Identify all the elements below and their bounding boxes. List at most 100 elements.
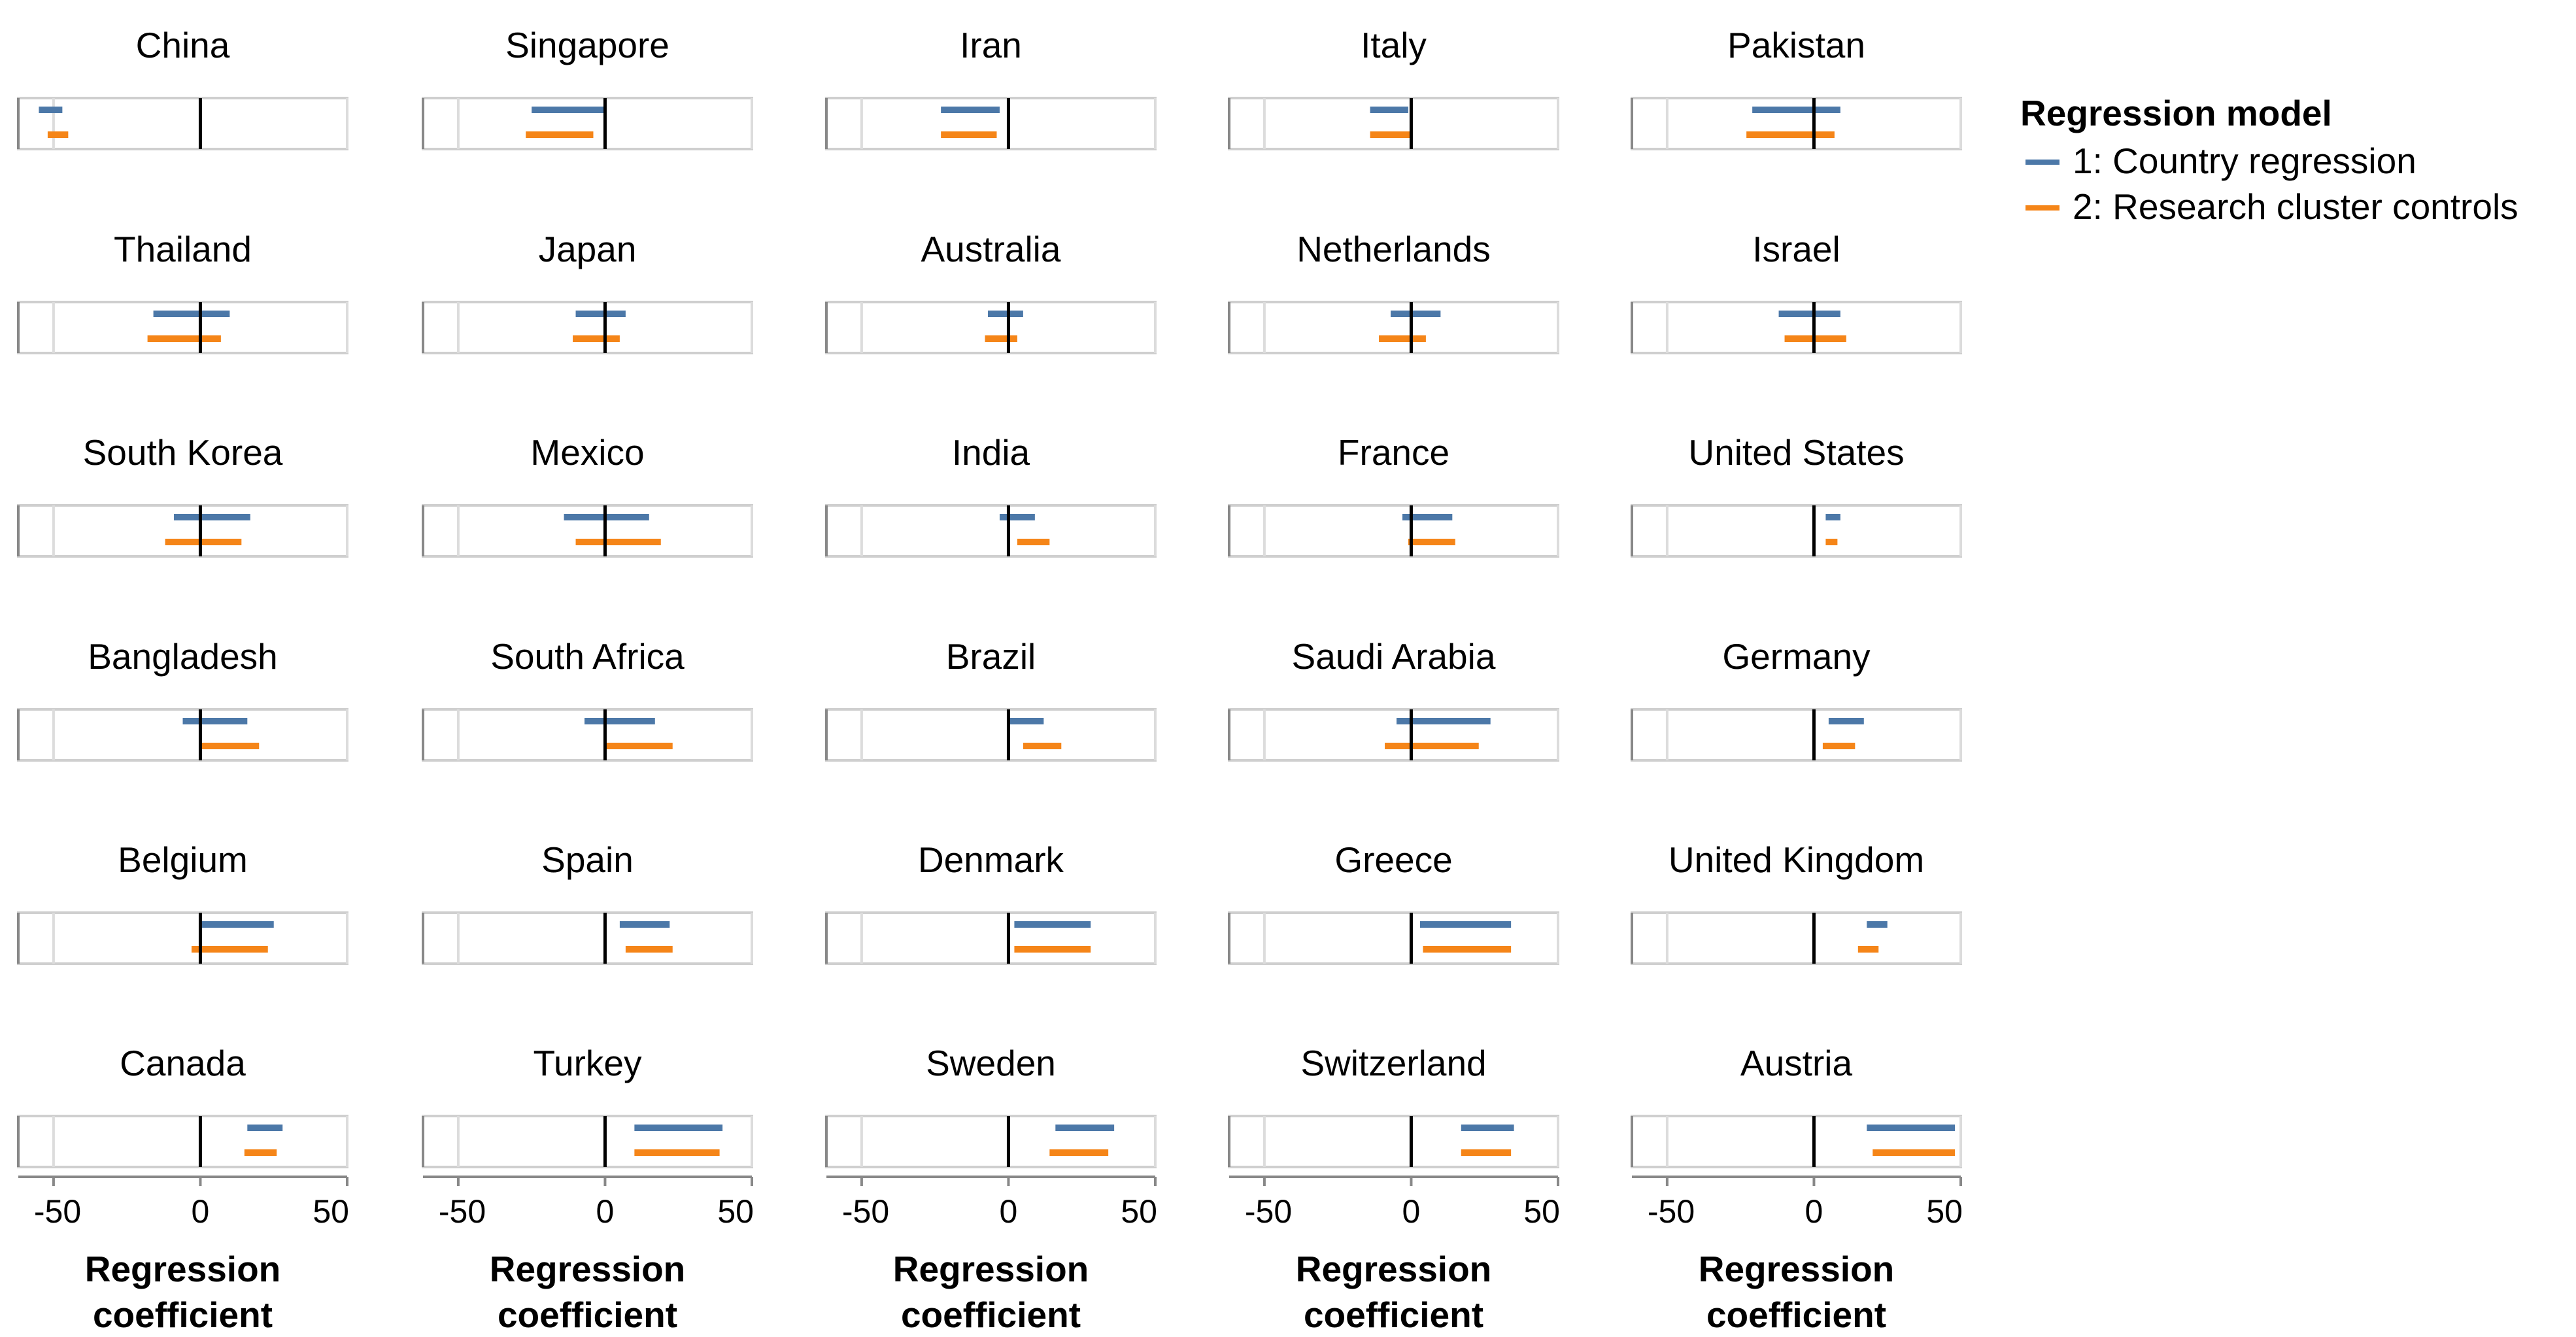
- legend-label: 1: Country regression: [2073, 141, 2416, 181]
- panel-iran: Iran: [825, 25, 1157, 150]
- panel-belgium: Belgium: [17, 839, 348, 965]
- panel-title: Netherlands: [1296, 229, 1491, 269]
- panel-australia: Australia: [825, 229, 1157, 354]
- panel-frame: [17, 504, 348, 558]
- panel-china: China: [17, 25, 348, 150]
- panel-frame: [1631, 301, 1962, 354]
- panel-singapore: Singapore: [422, 25, 753, 150]
- panel-title: Belgium: [118, 839, 248, 880]
- panel-turkey: Turkey -50 0 50 Regression coefficient: [422, 1043, 754, 1335]
- panel-title: Israel: [1752, 229, 1840, 269]
- x-tick-label: 0: [1000, 1193, 1018, 1230]
- panel-frame: [1631, 708, 1962, 762]
- panel-frame: [422, 911, 753, 965]
- panel-frame: [1631, 911, 1962, 965]
- panel-title: South Korea: [83, 432, 283, 473]
- panel-title: Bangladesh: [88, 636, 278, 677]
- panel-denmark: Denmark: [825, 839, 1157, 965]
- panel-mexico: Mexico: [422, 432, 753, 558]
- panel-title: United Kingdom: [1669, 839, 1924, 880]
- panel-title: Canada: [120, 1043, 246, 1083]
- x-axis-label: coefficient: [498, 1295, 677, 1335]
- panel-switzerland: Switzerland -50 0 50 Regression coefficient: [1228, 1043, 1560, 1335]
- x-tick-label: 0: [1805, 1193, 1823, 1230]
- panel-title: China: [136, 25, 230, 65]
- panel-greece: Greece: [1228, 839, 1559, 965]
- x-axis-label: Regression: [85, 1249, 281, 1289]
- panel-frame: [422, 708, 753, 762]
- panel-title: Mexico: [530, 432, 644, 473]
- x-tick-label: 0: [192, 1193, 210, 1230]
- legend-title: Regression model: [2020, 93, 2332, 133]
- panel-south-africa: South Africa: [422, 636, 753, 762]
- panel-frame: [825, 911, 1157, 965]
- panel-frame: [825, 1115, 1157, 1168]
- panel-frame: [1228, 911, 1559, 965]
- panel-frame: [1228, 97, 1559, 150]
- legend-entry-1: 1: Country regression: [2025, 141, 2416, 181]
- panel-title: Sweden: [926, 1043, 1056, 1083]
- panel-title: United States: [1688, 432, 1904, 473]
- legend: Regression model 1: Country regression 2:…: [2020, 93, 2518, 227]
- x-tick-label: 50: [313, 1193, 349, 1230]
- panel-frame: [422, 301, 753, 354]
- x-axis-label: coefficient: [93, 1295, 273, 1335]
- panel-frame: [1228, 708, 1559, 762]
- panel-title: Australia: [921, 229, 1061, 269]
- panel-bangladesh: Bangladesh: [17, 636, 348, 762]
- x-tick-label: 50: [1926, 1193, 1963, 1230]
- legend-label: 2: Research cluster controls: [2073, 186, 2518, 227]
- x-tick-label: 50: [717, 1193, 754, 1230]
- panel-title: Germany: [1722, 636, 1871, 677]
- panel-south-korea: South Korea: [17, 432, 348, 558]
- panel-frame: [422, 504, 753, 558]
- panel-title: Spain: [541, 839, 634, 880]
- x-tick-label: 0: [1402, 1193, 1421, 1230]
- panel-japan: Japan: [422, 229, 753, 354]
- x-axis-label: coefficient: [1304, 1295, 1483, 1335]
- panel-frame: [17, 97, 348, 150]
- panel-india: India: [825, 432, 1157, 558]
- panel-thailand: Thailand: [17, 229, 348, 354]
- panel-frame: [825, 504, 1157, 558]
- panel-frame: [825, 708, 1157, 762]
- panel-france: France: [1228, 432, 1559, 558]
- panel-title: South Africa: [490, 636, 685, 677]
- panel-title: Italy: [1361, 25, 1427, 65]
- panel-pakistan: Pakistan: [1631, 25, 1962, 150]
- x-tick-label: -50: [1245, 1193, 1292, 1230]
- panel-title: Thailand: [114, 229, 252, 269]
- panel-title: Brazil: [946, 636, 1036, 677]
- panel-frame: [1228, 301, 1559, 354]
- panel-frame: [1631, 97, 1962, 150]
- panel-frame: [1228, 1115, 1559, 1168]
- panel-frame: [1631, 504, 1962, 558]
- x-tick-label: -50: [842, 1193, 889, 1230]
- panel-israel: Israel: [1631, 229, 1962, 354]
- panel-sweden: Sweden -50 0 50 Regression coefficient: [825, 1043, 1157, 1335]
- x-tick-label: -50: [1648, 1193, 1695, 1230]
- panel-title: Switzerland: [1300, 1043, 1486, 1083]
- panel-frame: [17, 301, 348, 354]
- panel-title: Denmark: [918, 839, 1064, 880]
- legend-entry-2: 2: Research cluster controls: [2025, 186, 2518, 227]
- x-axis-label: coefficient: [1706, 1295, 1886, 1335]
- panel-austria: Austria -50 0 50 Regression coefficient: [1631, 1043, 1963, 1335]
- panel-frame: [17, 1115, 348, 1168]
- x-tick-label: 50: [1523, 1193, 1560, 1230]
- panel-canada: Canada -50 0 50 Regression coefficient: [17, 1043, 349, 1335]
- panel-frame: [1631, 1115, 1962, 1168]
- panel-united-states: United States: [1631, 432, 1962, 558]
- panel-title: Singapore: [505, 25, 669, 65]
- x-axis-label: Regression: [1296, 1249, 1492, 1289]
- panel-brazil: Brazil: [825, 636, 1157, 762]
- panel-title: Iran: [960, 25, 1022, 65]
- panel-frame: [825, 97, 1157, 150]
- panel-italy: Italy: [1228, 25, 1559, 150]
- panel-title: France: [1338, 432, 1449, 473]
- panel-frame: [422, 1115, 753, 1168]
- panel-frame: [825, 301, 1157, 354]
- x-axis-label: Regression: [490, 1249, 686, 1289]
- panel-title: India: [952, 432, 1030, 473]
- x-tick-label: 0: [596, 1193, 615, 1230]
